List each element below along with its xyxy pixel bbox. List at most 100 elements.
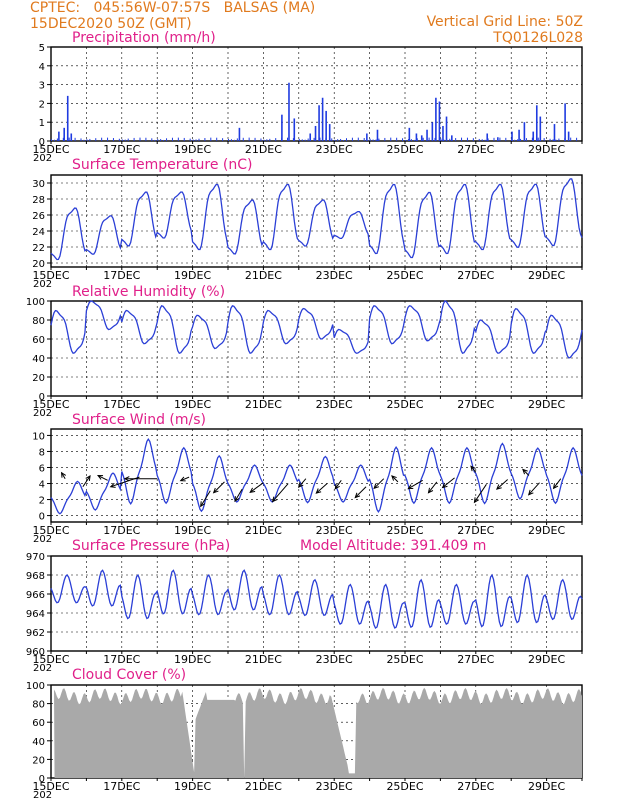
wind-arrow: [61, 472, 66, 479]
wind-arrow-head: [123, 476, 130, 482]
precip-bar: [455, 138, 457, 141]
precip-bar: [334, 139, 336, 141]
precip-bar: [525, 138, 527, 141]
wind-xtick-label: 27DEC: [457, 524, 494, 537]
temp-xtick-label: 21DEC: [245, 269, 282, 282]
precip-bar: [331, 138, 333, 141]
wind-series-line: [50, 438, 583, 515]
wind-ytick-label: 6: [39, 463, 45, 474]
rh-title: Relative Humidity (%): [72, 284, 225, 300]
precip-bar: [133, 137, 135, 141]
header-datetime: 15DEC2020 50Z (GMT): [30, 16, 192, 32]
precip-bar: [567, 131, 570, 141]
precip-bar: [384, 137, 386, 141]
precip-bar: [83, 139, 85, 141]
rh-year-label: 202: [33, 408, 52, 419]
precip-bar: [70, 133, 73, 141]
wind-arrow: [408, 479, 423, 490]
precip-bar: [376, 129, 379, 141]
wind-xtick-label: 19DEC: [174, 524, 211, 537]
precip-bar: [233, 139, 235, 141]
temp-ytick-label: 26: [32, 211, 45, 222]
temp-xtick-label: 25DEC: [386, 269, 423, 282]
precip-bar: [95, 138, 97, 141]
precip-bar: [564, 103, 566, 141]
precip-bar: [375, 139, 377, 141]
cloud-ytick-label: 40: [32, 737, 45, 748]
wind-arrow: [496, 479, 508, 490]
rh-series-line: [50, 300, 583, 359]
precip-bar: [378, 138, 380, 141]
temp-xtick-label: 27DEC: [457, 269, 494, 282]
precip-bar: [198, 138, 200, 141]
rh-xtick-label: 17DEC: [103, 398, 140, 411]
wind-arrow-head: [234, 496, 240, 503]
wind-xtick-label: 21DEC: [245, 524, 282, 537]
precip-bar: [177, 137, 179, 141]
precip-bar: [451, 135, 453, 141]
precip-bar: [192, 139, 194, 141]
precip-bar: [51, 139, 52, 141]
wind-arrow-head: [212, 487, 219, 494]
pres-ytick-label: 968: [26, 571, 45, 582]
precip-bar: [472, 138, 474, 141]
precip-year-label: 202: [33, 153, 52, 164]
precip-bar: [449, 138, 451, 141]
wind-arrow-head: [527, 489, 534, 496]
precip-bar: [570, 137, 572, 141]
rh-ytick-label: 0: [39, 392, 45, 403]
cloud-xtick-label: 27DEC: [457, 780, 494, 793]
precip-bar: [405, 139, 406, 141]
pres-frame: [50, 555, 583, 652]
pres-ytick-label: 970: [26, 552, 45, 563]
precip-bar: [413, 139, 415, 141]
model-altitude-label: Model Altitude: 391.409 m: [300, 538, 486, 554]
precip-bar: [160, 139, 162, 141]
precip-bar: [139, 137, 141, 141]
precip-bar: [549, 138, 551, 141]
wind-xtick-label: 25DEC: [386, 524, 423, 537]
precip-bar: [343, 140, 345, 141]
wind-arrow-head: [470, 465, 476, 472]
precip-bar: [275, 138, 277, 141]
precip-bar: [396, 137, 398, 141]
precip-bar: [438, 101, 441, 141]
wind-arrow: [82, 475, 91, 488]
wind-arrow: [180, 476, 190, 482]
precip-ytick-label: 2: [39, 99, 45, 110]
precip-frame: [50, 46, 583, 142]
pres-xtick-label: 15DEC: [32, 653, 69, 666]
precip-bar: [74, 137, 76, 141]
wind-title: Surface Wind (m/s): [72, 412, 206, 428]
precip-bar: [86, 139, 88, 141]
precip-bar: [539, 116, 542, 141]
precip-bar: [478, 138, 480, 141]
wind-arrow-head: [391, 475, 397, 481]
precip-bar: [248, 137, 250, 141]
precip-bar: [287, 137, 288, 141]
wind-arrow: [428, 481, 438, 494]
precip-xtick-label: 15DEC: [32, 143, 69, 156]
precip-bar: [56, 138, 58, 141]
precip-bar: [304, 139, 306, 141]
wind-arrow-head: [407, 484, 414, 490]
precip-bar: [318, 105, 320, 141]
precip-bar: [487, 138, 489, 141]
cloud-xtick-label: 19DEC: [174, 780, 211, 793]
precip-bar: [543, 138, 545, 141]
wind-arrow: [522, 469, 530, 476]
temp-xtick-label: 29DEC: [528, 269, 565, 282]
precip-bar: [535, 105, 538, 141]
pres-xtick-label: 25DEC: [386, 653, 423, 666]
rh-frame: [50, 300, 583, 397]
wind-arrow-head: [271, 496, 278, 503]
precip-bar: [346, 138, 347, 141]
wind-arrow: [553, 478, 562, 489]
precip-bar: [66, 95, 69, 141]
precip-bar: [493, 137, 495, 141]
temp-ytick-label: 24: [32, 227, 45, 238]
cloud-xtick-label: 17DEC: [103, 780, 140, 793]
precip-bar: [558, 138, 560, 141]
precip-bar: [357, 137, 359, 141]
precip-bar: [124, 139, 126, 141]
